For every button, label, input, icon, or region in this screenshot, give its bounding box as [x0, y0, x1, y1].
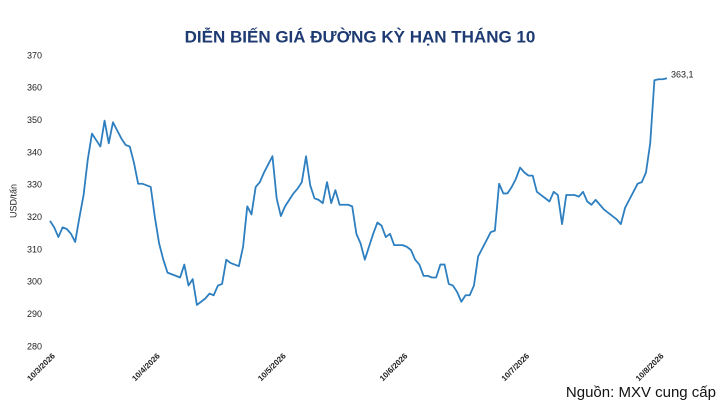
y-tick-label: 350 — [27, 115, 42, 125]
y-tick-label: 310 — [27, 244, 42, 254]
y-tick-label: 360 — [27, 83, 42, 93]
chart-title: DIỄN BIẾN GIÁ ĐƯỜNG KỲ HẠN THÁNG 10 — [185, 27, 536, 46]
x-tick-label: 10/5/2026 — [256, 351, 288, 383]
x-tick-label: 10/4/2026 — [130, 351, 162, 383]
y-tick-label: 330 — [27, 180, 42, 190]
x-tick-label: 10/7/2026 — [500, 351, 532, 383]
y-tick-label: 370 — [27, 50, 42, 60]
y-tick-label: 320 — [27, 212, 42, 222]
x-tick-label: 10/6/2026 — [378, 351, 410, 383]
y-tick-label: 300 — [27, 277, 42, 287]
y-tick-label: 290 — [27, 309, 42, 319]
y-tick-label: 280 — [27, 341, 42, 351]
price-line — [49, 77, 668, 306]
x-tick-label: 10/3/2026 — [25, 351, 57, 383]
value-label: 363,1 — [671, 70, 694, 80]
y-tick-label: 340 — [27, 147, 42, 157]
x-tick-label: 10/8/2026 — [634, 351, 666, 383]
y-axis-label: USD/tấn — [8, 184, 18, 218]
source-note: Nguồn: MXV cung cấp — [566, 384, 716, 401]
